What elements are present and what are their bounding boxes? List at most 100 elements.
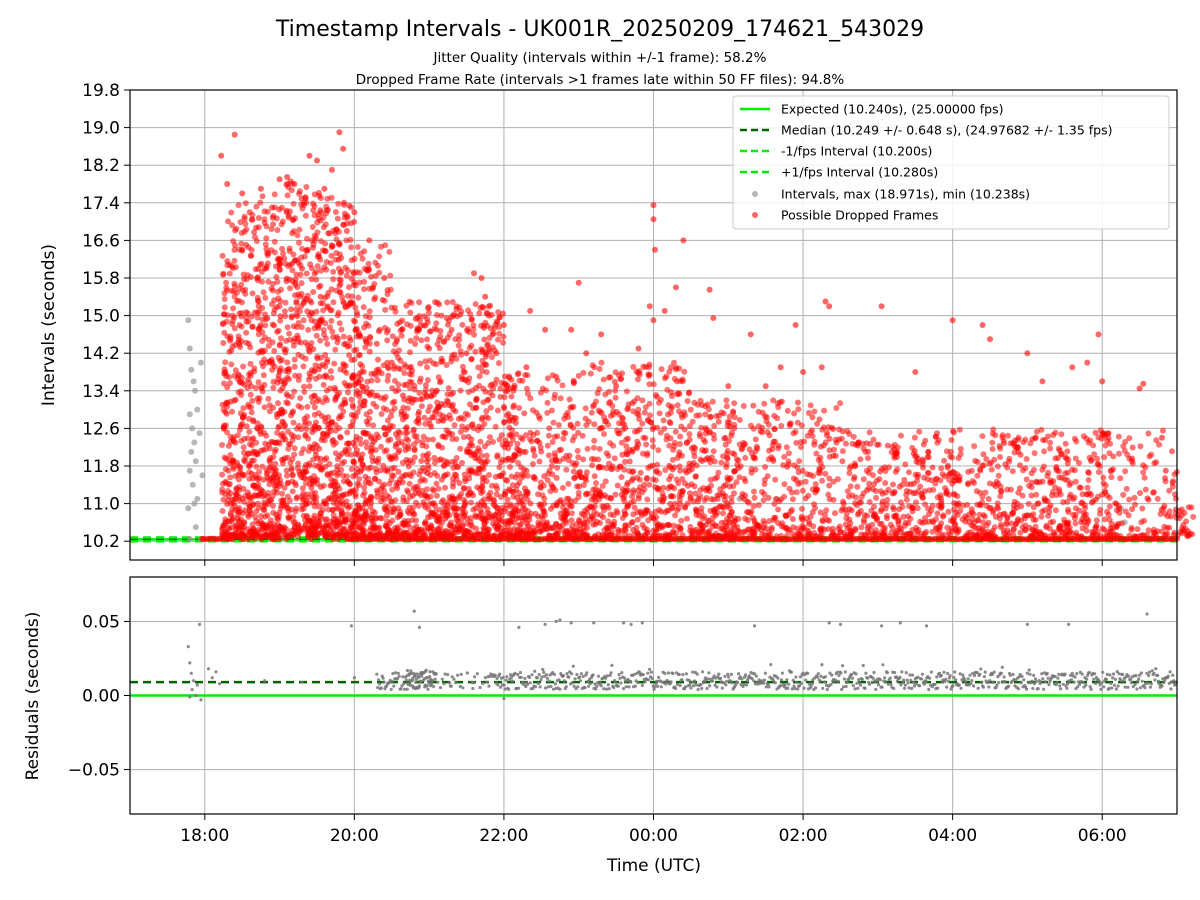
dropped-frame-point [495, 336, 501, 343]
dropped-frame-point [282, 260, 289, 267]
dropped-frame-point [360, 304, 367, 311]
dropped-frame-point [614, 482, 621, 489]
dropped-frame-point [750, 454, 757, 461]
dropped-frame-point [254, 314, 261, 321]
dropped-frame-point [288, 187, 295, 194]
dropped-frame-point [338, 511, 345, 518]
dropped-frame-point [809, 414, 816, 421]
dropped-frame-point [457, 428, 464, 435]
dropped-frame-point [354, 451, 361, 458]
interval-point [186, 535, 193, 542]
dropped-frame-point [250, 482, 257, 489]
dropped-frame-point [279, 525, 286, 532]
dropped-frame-point [724, 454, 731, 461]
dropped-frame-point [312, 362, 319, 369]
dropped-frame-point [817, 443, 824, 450]
dropped-frame-point [483, 518, 490, 525]
dropped-frame-point [242, 200, 249, 207]
dropped-frame-point [332, 439, 339, 446]
dropped-frame-point [249, 290, 256, 297]
dropped-frame-point [354, 244, 361, 250]
dropped-frame-point [701, 497, 708, 504]
dropped-frame-point [492, 473, 499, 480]
dropped-frame-point [584, 445, 591, 452]
dropped-frame-point [637, 469, 644, 476]
dropped-frame-point [247, 274, 254, 281]
dropped-frame-point [430, 500, 437, 507]
dropped-frame-point [266, 358, 273, 365]
dropped-frame-point [335, 415, 342, 422]
dropped-frame-point [422, 382, 429, 389]
dropped-frame-point [347, 236, 354, 243]
dropped-frame-point [276, 472, 282, 479]
dropped-frame-point [457, 445, 464, 452]
dropped-frame-point [288, 306, 295, 313]
dropped-frame-point [771, 425, 778, 432]
dropped-frame-point [681, 368, 688, 375]
dropped-frame-point [350, 520, 357, 527]
interval-point [191, 500, 198, 507]
dropped-frame-point [636, 426, 643, 433]
dropped-frame-point [382, 431, 389, 438]
dropped-frame-point [258, 423, 264, 430]
dropped-frame-point [294, 425, 301, 432]
dropped-frame-point [764, 473, 771, 480]
dropped-frame-point [850, 433, 857, 440]
dropped-frame-point [524, 385, 530, 392]
dropped-frame-point [259, 193, 266, 200]
dropped-frame-point [279, 409, 286, 416]
dropped-frame-point [424, 377, 431, 384]
dropped-frame-point [669, 504, 676, 511]
dropped-frame-point [407, 322, 414, 329]
dropped-frame-point [354, 502, 361, 509]
dropped-frame-point [229, 222, 236, 229]
dropped-frame-point [335, 200, 342, 207]
dropped-frame-point [418, 526, 425, 533]
dropped-frame-point [510, 509, 517, 516]
dropped-frame-point [263, 466, 270, 473]
dropped-frame-point [890, 481, 896, 488]
dropped-frame-point [327, 324, 333, 331]
dropped-frame-point [821, 407, 828, 414]
dropped-frame-point [373, 515, 380, 522]
dropped-frame-point [518, 514, 525, 521]
dropped-frame-point [289, 267, 296, 274]
dropped-frame-point [278, 204, 285, 211]
dropped-frame-point [314, 253, 321, 260]
dropped-frame-point [355, 532, 362, 539]
dropped-frame-point [350, 317, 357, 324]
dropped-frame-point [546, 425, 553, 432]
dropped-frame-point [388, 304, 395, 311]
dropped-frame-point [238, 422, 245, 429]
dropped-frame-point [296, 308, 303, 315]
dropped-frame-point [291, 445, 298, 452]
dropped-frame-point [460, 368, 467, 375]
dropped-frame-point [699, 515, 706, 522]
dropped-frame-point [332, 487, 339, 494]
dropped-frame-point [302, 431, 309, 438]
dropped-frame-point [294, 284, 301, 291]
dropped-frame-point [574, 447, 581, 454]
dropped-frame-point [723, 530, 730, 537]
dropped-frame-point [420, 464, 427, 471]
dropped-frame-point [635, 495, 642, 502]
dropped-frame-point [787, 508, 794, 515]
dropped-frame-point [588, 456, 595, 462]
dropped-frame-point [476, 310, 483, 317]
dropped-frame-point [435, 374, 442, 381]
dropped-frame-point [516, 405, 523, 411]
dropped-frame-point [565, 457, 572, 464]
dropped-frame-point [296, 239, 302, 246]
interval-point [189, 425, 196, 432]
dropped-frame-point [378, 243, 384, 250]
dropped-frame-point [567, 422, 574, 429]
dropped-frame-point [322, 247, 328, 254]
dropped-frame-point [247, 360, 254, 367]
dropped-frame-point [766, 432, 773, 439]
dropped-frame-point [677, 433, 684, 440]
dropped-frame-point [277, 357, 284, 364]
dropped-frame-point [676, 408, 682, 415]
dropped-frame-point [476, 470, 483, 477]
dropped-frame-point [375, 459, 381, 466]
dropped-frame-point [836, 523, 843, 530]
